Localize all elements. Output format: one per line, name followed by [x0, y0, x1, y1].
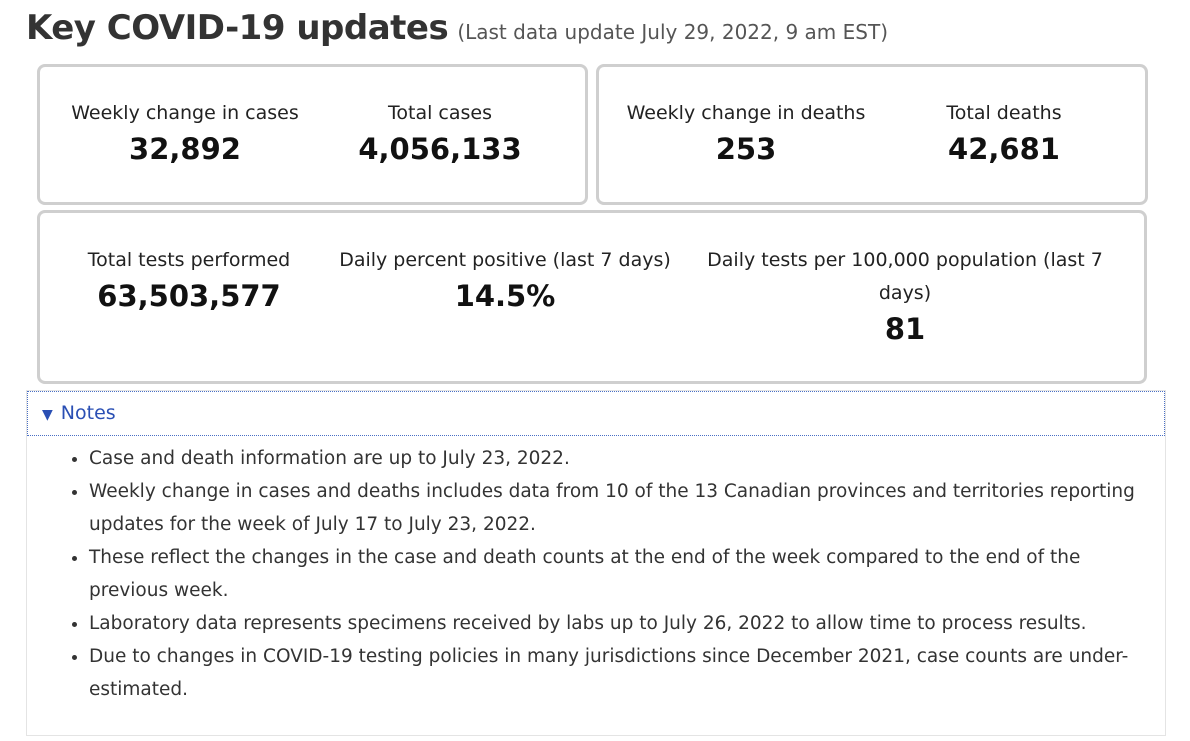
notes-toggle-label: Notes [60, 402, 116, 424]
cases-card: Weekly change in cases 32,892 Total case… [37, 64, 588, 205]
weekly-deaths-stat: Weekly change in deaths 253 [611, 97, 881, 168]
note-item: Laboratory data represents specimens rec… [89, 607, 1147, 640]
total-tests-stat: Total tests performed 63,503,577 [74, 244, 304, 315]
weekly-deaths-value: 253 [715, 132, 777, 166]
weekly-deaths-label: Weekly change in deaths [626, 102, 866, 124]
tests-per-100k-stat: Daily tests per 100,000 population (last… [695, 244, 1115, 348]
deaths-card: Weekly change in deaths 253 Total deaths… [596, 64, 1148, 205]
page-title: Key COVID-19 updates [26, 8, 449, 48]
total-cases-label: Total cases [388, 102, 492, 124]
triangle-down-icon: ▼ [42, 407, 53, 423]
tests-card: Total tests performed 63,503,577 Daily p… [37, 210, 1147, 384]
total-deaths-stat: Total deaths 42,681 [899, 97, 1109, 168]
total-cases-value: 4,056,133 [358, 132, 522, 166]
tests-per-100k-value: 81 [884, 312, 926, 346]
page-header: Key COVID-19 updates (Last data update J… [26, 8, 888, 48]
note-item: These reflect the changes in the case an… [89, 541, 1147, 607]
percent-positive-label: Daily percent positive (last 7 days) [339, 249, 671, 271]
notes-toggle[interactable]: ▼ Notes [27, 391, 1165, 436]
note-item: Weekly change in cases and deaths includ… [89, 475, 1147, 541]
total-tests-value: 63,503,577 [97, 279, 281, 313]
weekly-cases-value: 32,892 [129, 132, 241, 166]
percent-positive-value: 14.5% [454, 279, 556, 313]
note-item: Case and death information are up to Jul… [89, 442, 1147, 475]
last-update-text: (Last data update July 29, 2022, 9 am ES… [457, 20, 888, 44]
total-cases-stat: Total cases 4,056,133 [330, 97, 550, 168]
notes-list: Case and death information are up to Jul… [27, 442, 1147, 706]
total-deaths-label: Total deaths [946, 102, 1062, 124]
total-tests-label: Total tests performed [87, 249, 291, 271]
tests-per-100k-label-line1: Daily tests per 100,000 population (last… [707, 249, 1103, 271]
notes-section: ▼ Notes Case and death information are up… [26, 390, 1166, 736]
tests-per-100k-label-line2: days) [878, 282, 932, 304]
percent-positive-stat: Daily percent positive (last 7 days) 14.… [330, 244, 680, 315]
total-deaths-value: 42,681 [948, 132, 1060, 166]
note-item: Due to changes in COVID-19 testing polic… [89, 640, 1147, 706]
weekly-cases-label: Weekly change in cases [71, 102, 299, 124]
weekly-cases-stat: Weekly change in cases 32,892 [60, 97, 310, 168]
